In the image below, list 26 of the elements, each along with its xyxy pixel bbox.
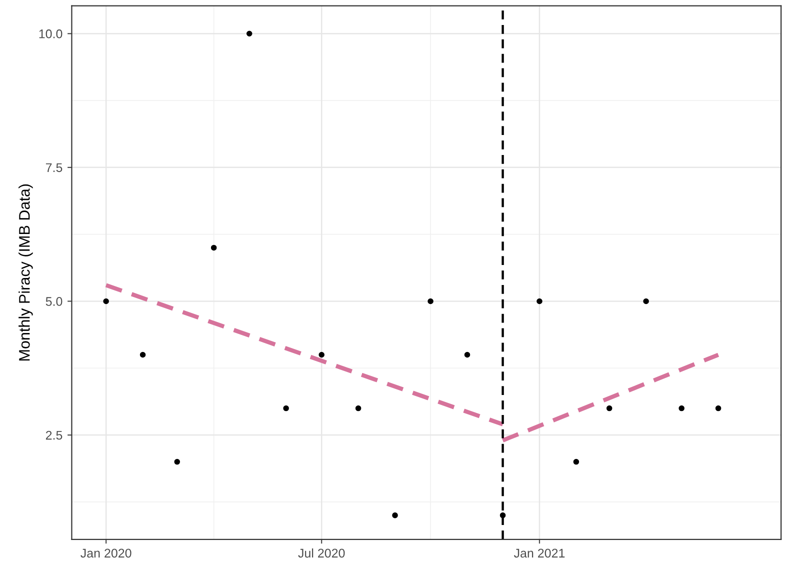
point <box>392 512 398 518</box>
point <box>678 405 684 412</box>
point <box>606 405 612 412</box>
point <box>174 458 180 465</box>
point <box>103 298 109 304</box>
y-tick-label: 10.0 <box>39 29 62 38</box>
y-axis-title: Monthly Piracy (IMB Data) <box>18 184 33 360</box>
point <box>500 512 506 518</box>
point <box>283 405 289 412</box>
x-tick-label: Jan 2021 <box>514 548 565 558</box>
point <box>428 298 434 304</box>
point <box>140 352 146 358</box>
point <box>643 298 649 304</box>
point <box>573 458 580 465</box>
y-tick-label: 2.5 <box>46 430 62 440</box>
y-tick-label: 7.5 <box>46 163 62 172</box>
x-tick-label: Jan 2020 <box>80 548 132 558</box>
point <box>210 244 217 251</box>
point <box>318 352 324 358</box>
y-tick-label: 5.0 <box>46 297 62 306</box>
point <box>246 30 252 37</box>
x-tick-label: Jul 2020 <box>298 548 345 558</box>
point <box>355 405 362 412</box>
point <box>536 298 542 304</box>
point <box>464 352 470 358</box>
point <box>715 405 722 412</box>
